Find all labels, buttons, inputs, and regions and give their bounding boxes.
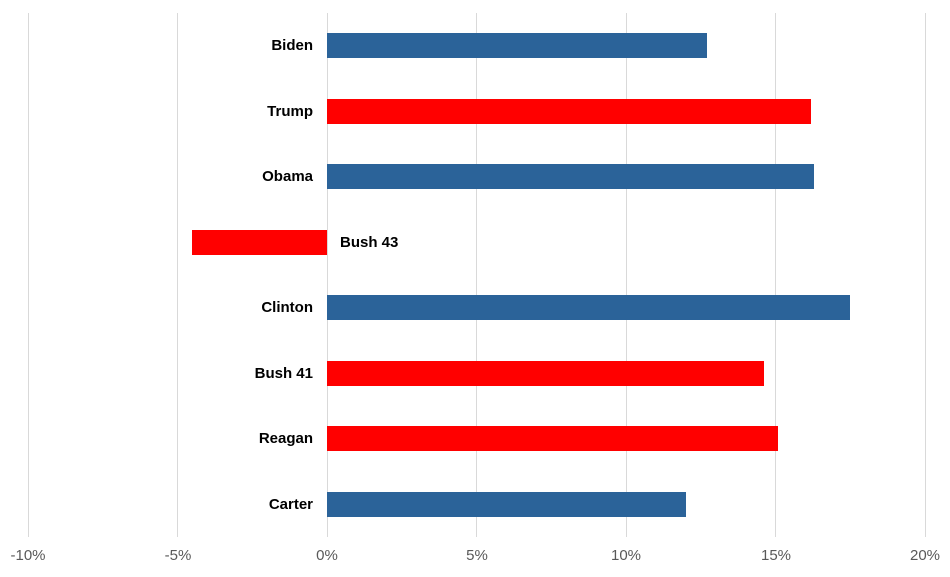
x-tick-label--5%: -5%: [164, 547, 192, 564]
category-label-carter: Carter: [268, 496, 313, 513]
x-tick-label-0%: 0%: [316, 547, 338, 564]
gridline-10%: [625, 13, 627, 537]
bar-reagan: [327, 426, 778, 451]
category-label-reagan: Reagan: [258, 430, 313, 447]
gridline--10%: [27, 13, 29, 537]
category-label-obama: Obama: [262, 168, 313, 185]
x-tick-label-10%: 10%: [610, 547, 642, 564]
category-label-trump: Trump: [267, 103, 313, 120]
gridline-5%: [476, 13, 477, 537]
bar-biden: [327, 33, 707, 58]
bar-bush-41: [327, 361, 764, 386]
bar-trump: [327, 99, 811, 124]
category-label-bush-43: Bush 43: [340, 234, 399, 251]
bar-obama: [327, 164, 814, 189]
gridline--5%: [177, 13, 178, 537]
bar-clinton: [327, 295, 850, 320]
bar-bush-43: [192, 230, 327, 255]
category-label-biden: Biden: [271, 37, 313, 54]
x-tick-label-20%: 20%: [909, 547, 941, 564]
gridline-0%: [326, 13, 328, 537]
gridline-15%: [775, 13, 776, 537]
gridline-20%: [924, 13, 926, 537]
category-label-clinton: Clinton: [261, 299, 313, 316]
bar-carter: [327, 492, 686, 517]
category-label-bush-41: Bush 41: [254, 365, 313, 382]
x-tick-label--10%: -10%: [10, 547, 46, 564]
x-tick-label-5%: 5%: [466, 547, 488, 564]
x-tick-label-15%: 15%: [760, 547, 792, 564]
